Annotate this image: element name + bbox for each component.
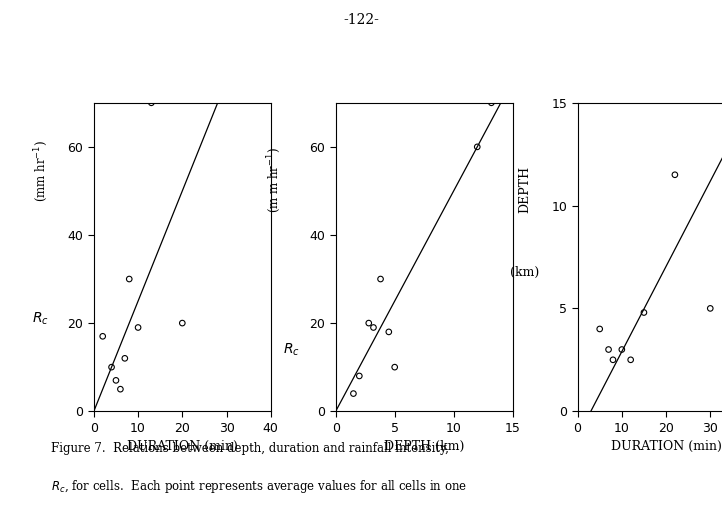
Point [616, 345, 627, 354]
Point [176, 319, 188, 327]
Point [471, 143, 483, 151]
Point [132, 323, 144, 332]
Text: (km): (km) [510, 266, 539, 279]
Text: (m m hr$^{-1}$): (m m hr$^{-1}$) [265, 147, 283, 213]
Text: DEPTH: DEPTH [518, 166, 531, 213]
Text: Figure 7.  Relations between depth, duration and rainfall intensity,: Figure 7. Relations between depth, durat… [51, 442, 448, 455]
Point [97, 332, 108, 340]
Text: -122-: -122- [343, 13, 379, 27]
Point [705, 304, 716, 313]
Point [389, 363, 401, 371]
Point [486, 99, 497, 107]
Point [603, 345, 614, 354]
Point [638, 308, 650, 317]
Point [110, 376, 122, 384]
X-axis label: DURATION (min): DURATION (min) [611, 440, 721, 453]
Point [105, 363, 117, 371]
Point [607, 356, 619, 364]
X-axis label: DURATION (min): DURATION (min) [127, 440, 238, 453]
Point [375, 275, 386, 283]
Point [594, 325, 606, 333]
Point [625, 356, 636, 364]
Point [354, 372, 365, 380]
Point [669, 171, 681, 179]
Point [367, 323, 379, 332]
Text: $R_c$, for cells.  Each point represents average values for all cells in one: $R_c$, for cells. Each point represents … [51, 478, 466, 495]
Point [115, 385, 126, 393]
Point [146, 99, 157, 107]
Point [363, 319, 375, 327]
Point [348, 390, 360, 398]
Text: $R_c$: $R_c$ [32, 310, 49, 327]
Point [119, 354, 131, 362]
Text: $R_c$: $R_c$ [283, 341, 300, 358]
Point [383, 328, 394, 336]
X-axis label: DEPTH (km): DEPTH (km) [384, 440, 464, 453]
Text: (mm hr$^{-1}$): (mm hr$^{-1}$) [32, 140, 50, 201]
Point [123, 275, 135, 283]
